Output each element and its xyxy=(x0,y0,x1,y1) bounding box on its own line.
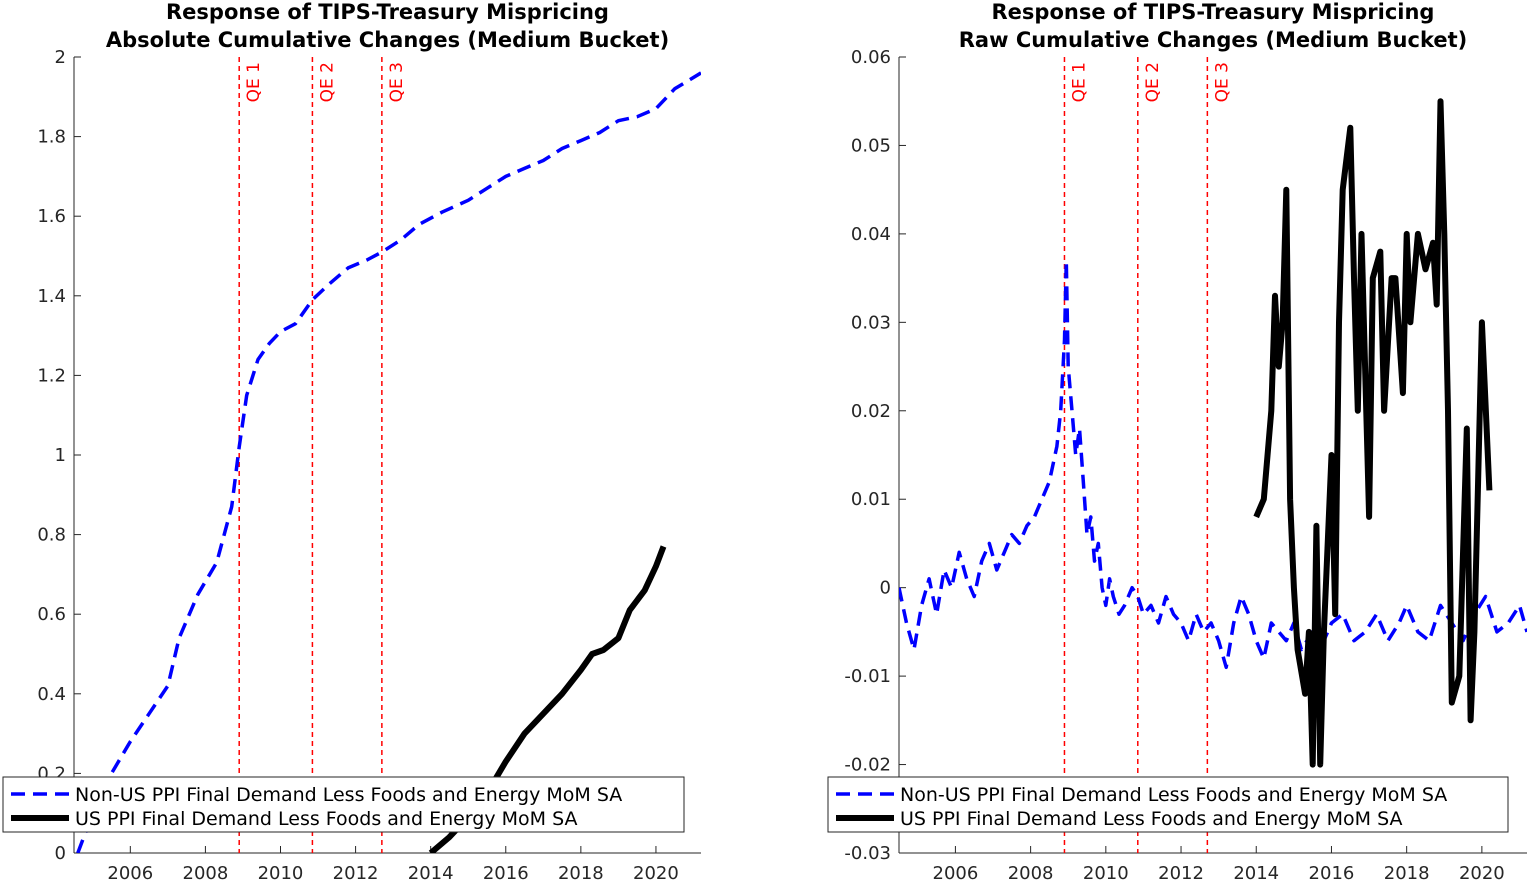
x-tick-label: 2012 xyxy=(1158,863,1204,883)
y-tick-label: 0.02 xyxy=(851,401,891,422)
legend-entry: Non-US PPI Final Demand Less Foods and E… xyxy=(75,784,622,806)
y-tick-label: 2 xyxy=(55,47,66,68)
y-tick-label: 1.2 xyxy=(37,365,66,386)
x-tick-label: 2010 xyxy=(1083,863,1129,883)
qe-label-2: QE 2 xyxy=(317,62,337,102)
legend-entry: US PPI Final Demand Less Foods and Energ… xyxy=(75,808,578,830)
x-tick-label: 2008 xyxy=(183,863,229,883)
y-tick-label: -0.01 xyxy=(844,666,891,687)
x-tick-label: 2014 xyxy=(1233,863,1279,883)
series-line-non-us-ppi xyxy=(76,71,701,853)
y-tick-label: 0.03 xyxy=(851,312,891,333)
y-tick-label: 1.8 xyxy=(37,127,66,148)
series-line-us-ppi xyxy=(1253,98,1493,768)
x-tick-label: 2020 xyxy=(1459,863,1505,883)
qe-label-2: QE 2 xyxy=(1143,62,1163,102)
x-tick-label: 2020 xyxy=(633,863,679,883)
y-tick-label: 0 xyxy=(880,578,891,599)
qe-label-3: QE 3 xyxy=(1212,62,1232,102)
y-tick-label: 0 xyxy=(55,843,66,864)
legend: Non-US PPI Final Demand Less Foods and E… xyxy=(827,776,1509,833)
y-tick-label: 0.6 xyxy=(37,604,66,625)
x-tick-label: 2018 xyxy=(1384,863,1430,883)
y-tick-label: 0.4 xyxy=(37,684,66,705)
x-tick-label: 2008 xyxy=(1008,863,1054,883)
chart-title-line-1: Response of TIPS-Treasury Mispricing xyxy=(992,0,1435,24)
y-tick-label: 0.01 xyxy=(851,489,891,510)
chart-panel-1: Response of TIPS-Treasury Mispricing Abso… xyxy=(2,0,701,883)
qe-label-1: QE 1 xyxy=(1069,62,1089,102)
y-tick-label: 1.4 xyxy=(37,286,66,307)
series-line-non-us-ppi xyxy=(899,258,1527,670)
legend-box xyxy=(827,776,1509,833)
plot-area xyxy=(899,57,1527,853)
y-tick-label: 0.8 xyxy=(37,525,66,546)
y-tick-label: 1.6 xyxy=(37,206,66,227)
x-tick-label: 2018 xyxy=(558,863,604,883)
y-tick-label: 0.05 xyxy=(851,135,891,156)
chart-title-line-2: Raw Cumulative Changes (Medium Bucket) xyxy=(959,28,1467,52)
x-tick-label: 2016 xyxy=(1309,863,1355,883)
y-tick-label: -0.03 xyxy=(844,843,891,864)
x-tick-label: 2010 xyxy=(258,863,304,883)
plot-area xyxy=(76,57,701,853)
x-tick-label: 2012 xyxy=(333,863,379,883)
y-tick-label: 0.04 xyxy=(851,224,891,245)
y-tick-label: -0.02 xyxy=(844,755,891,776)
x-tick-label: 2016 xyxy=(483,863,529,883)
y-tick-label: 0.06 xyxy=(851,47,891,68)
legend: Non-US PPI Final Demand Less Foods and E… xyxy=(2,776,685,833)
y-tick-label: 1 xyxy=(55,445,66,466)
qe-label-1: QE 1 xyxy=(244,62,264,102)
x-tick-label: 2014 xyxy=(408,863,454,883)
x-tick-label: 2006 xyxy=(933,863,979,883)
legend-entry: Non-US PPI Final Demand Less Foods and E… xyxy=(900,784,1447,806)
chart-title-line-2: Absolute Cumulative Changes (Medium Buck… xyxy=(106,28,669,52)
chart-title-line-1: Response of TIPS-Treasury Mispricing xyxy=(166,0,609,24)
qe-label-3: QE 3 xyxy=(387,62,407,102)
legend-box xyxy=(2,776,685,833)
x-tick-label: 2006 xyxy=(107,863,153,883)
chart-panel-2: Response of TIPS-Treasury Mispricing Raw … xyxy=(827,0,1527,883)
legend-entry: US PPI Final Demand Less Foods and Energ… xyxy=(900,808,1403,830)
